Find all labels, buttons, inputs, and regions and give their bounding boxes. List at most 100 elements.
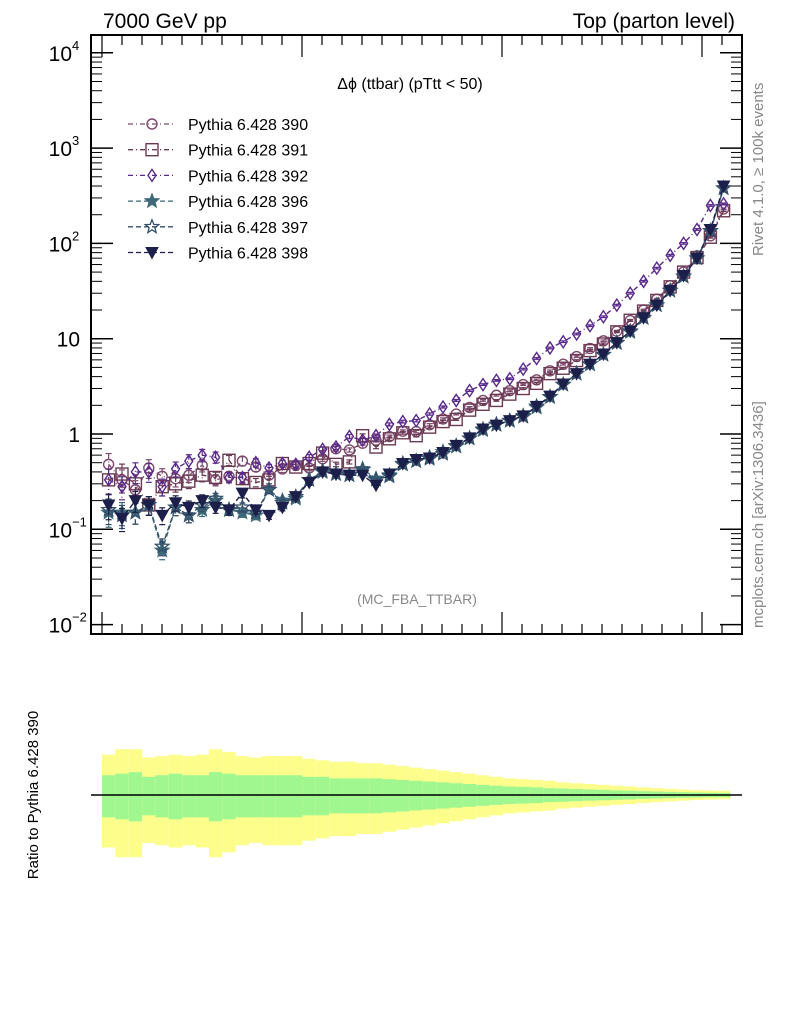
y-tick-label: 10 (49, 43, 72, 66)
watermark: (MC_FBA_TTBAR) (357, 591, 477, 607)
data-point (583, 358, 597, 372)
legend-marker (146, 118, 158, 130)
band-inner (102, 775, 116, 818)
legend-label: Pythia 6.428 396 (188, 194, 308, 211)
data-point (168, 497, 183, 510)
y-tick-exponent: 2 (72, 228, 79, 243)
band-inner (155, 775, 169, 818)
data-point (558, 334, 569, 349)
data-point (275, 501, 290, 515)
data-point (382, 468, 397, 482)
data-point (476, 397, 490, 411)
data-point (424, 406, 435, 422)
data-point (716, 180, 731, 194)
data-point (491, 373, 502, 388)
band-inner (369, 778, 383, 814)
data-point (128, 495, 143, 508)
data-point (288, 491, 303, 504)
data-point (181, 501, 196, 515)
data-point (180, 506, 198, 523)
data-point (235, 487, 250, 501)
data-point (438, 399, 448, 415)
data-point (543, 366, 557, 381)
legend-item: Pythia 6.428 391 (128, 143, 308, 160)
data-point (638, 274, 649, 289)
data-point (236, 455, 249, 467)
legend-item: Pythia 6.428 396 (128, 192, 308, 211)
data-point (516, 381, 530, 396)
data-point (411, 413, 422, 428)
data-point (195, 468, 209, 482)
data-point (529, 376, 544, 391)
legend-item: Pythia 6.428 392 (128, 168, 308, 185)
legend-label: Pythia 6.428 398 (188, 246, 308, 263)
data-point (489, 393, 504, 408)
data-point (277, 456, 288, 471)
legend-item: Pythia 6.428 390 (128, 117, 308, 134)
legend-label: Pythia 6.428 392 (188, 168, 308, 185)
band-inner (275, 775, 289, 818)
band-inner (128, 772, 143, 822)
data-point (422, 452, 437, 466)
data-point (585, 318, 595, 333)
data-point (224, 470, 234, 485)
data-point (556, 378, 571, 392)
data-point (611, 297, 622, 313)
series-6428398 (101, 180, 731, 533)
y-tick-exponent: 4 (72, 38, 79, 53)
y-tick-exponent: −1 (72, 514, 87, 529)
data-point (357, 432, 368, 448)
data-point (649, 299, 664, 313)
data-point (117, 479, 127, 494)
data-point (462, 432, 477, 445)
ratio-bands (91, 749, 742, 858)
series-6428397 (100, 179, 732, 557)
data-point (344, 429, 355, 444)
data-point (462, 403, 477, 417)
band-inner (302, 776, 316, 816)
band-inner (209, 772, 223, 822)
data-point (705, 198, 716, 213)
y-tick-label: 1 (68, 424, 80, 447)
data-point (609, 337, 624, 350)
data-point (153, 537, 171, 554)
data-point (264, 460, 274, 476)
data-point (130, 464, 141, 480)
data-point (676, 270, 691, 283)
y-tick-label: 10 (49, 233, 72, 256)
band-inner (235, 775, 249, 818)
data-point (584, 342, 596, 355)
series-6428392 (103, 196, 729, 501)
data-point (329, 468, 343, 482)
data-point (449, 439, 464, 453)
data-point (343, 444, 356, 456)
band-inner (182, 775, 196, 818)
data-point (237, 470, 248, 485)
legend: Pythia 6.428 390 Pythia 6.428 391 Pythia 6… (128, 117, 308, 263)
data-point (222, 504, 236, 517)
data-point (395, 458, 410, 471)
rivet-label: Rivet 4.1.0, ≥ 100k events (750, 83, 767, 256)
data-point (210, 450, 221, 465)
data-point (663, 285, 678, 298)
data-point (290, 457, 301, 472)
data-point (208, 501, 223, 515)
legend-label: Pythia 6.428 390 (188, 117, 308, 134)
data-point (436, 446, 450, 460)
header-left: 7000 GeV pp (103, 10, 227, 33)
band-inner (222, 773, 236, 820)
data-point (331, 439, 341, 455)
band-inner (115, 773, 129, 820)
data-point (545, 340, 555, 356)
data-point (126, 503, 144, 520)
data-point (397, 414, 408, 429)
main-series-layer (100, 179, 732, 561)
series-line (108, 210, 725, 507)
data-point (208, 470, 223, 485)
legend-marker (143, 218, 161, 234)
data-point (143, 462, 155, 474)
legend-marker (145, 247, 159, 260)
data-point (409, 428, 423, 443)
data-point (571, 326, 582, 342)
data-point (478, 377, 488, 392)
